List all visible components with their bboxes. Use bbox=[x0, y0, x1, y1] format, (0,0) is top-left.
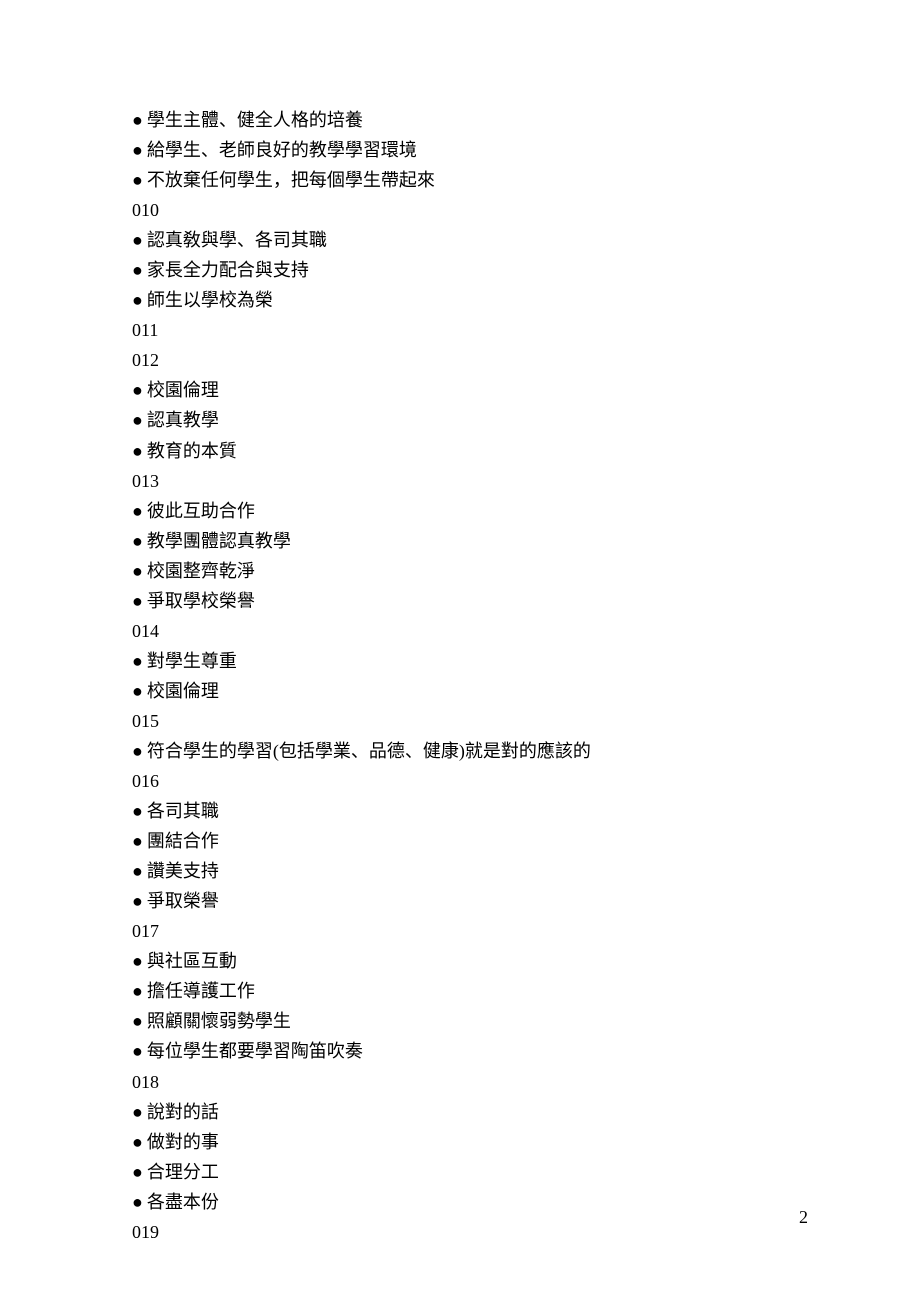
list-item-text: 彼此互助合作 bbox=[147, 501, 255, 521]
list-item-text: 各盡本份 bbox=[147, 1192, 219, 1212]
list-item: ●師生以學校為榮 bbox=[132, 285, 820, 315]
section-number: 013 bbox=[132, 466, 820, 496]
bullet-icon: ● bbox=[132, 496, 143, 526]
list-item-text: 爭取榮譽 bbox=[147, 891, 219, 911]
list-item-text: 每位學生都要學習陶笛吹奏 bbox=[147, 1041, 363, 1061]
list-item-text: 不放棄任何學生，把每個學生帶起來 bbox=[147, 170, 435, 190]
bullet-icon: ● bbox=[132, 255, 143, 285]
list-item-text: 認真敎與學、各司其職 bbox=[147, 230, 327, 250]
list-item: ●教育的本質 bbox=[132, 436, 820, 466]
section-number: 018 bbox=[132, 1067, 820, 1097]
list-item: ●學生主體、健全人格的培養 bbox=[132, 105, 820, 135]
bullet-icon: ● bbox=[132, 796, 143, 826]
bullet-icon: ● bbox=[132, 736, 143, 766]
section-number: 017 bbox=[132, 916, 820, 946]
section-number: 011 bbox=[132, 315, 820, 345]
list-item: ●符合學生的學習(包括學業、品德、健康)就是對的應該的 bbox=[132, 736, 820, 766]
list-item-text: 做對的事 bbox=[147, 1132, 219, 1152]
bullet-icon: ● bbox=[132, 826, 143, 856]
section-number: 015 bbox=[132, 706, 820, 736]
list-item: ●爭取榮譽 bbox=[132, 886, 820, 916]
list-item-text: 校園倫理 bbox=[147, 380, 219, 400]
section-number: 010 bbox=[132, 195, 820, 225]
bullet-icon: ● bbox=[132, 105, 143, 135]
section-number: 016 bbox=[132, 766, 820, 796]
section-number: 012 bbox=[132, 345, 820, 375]
list-item-text: 校園整齊乾淨 bbox=[147, 561, 255, 581]
list-item: ●每位學生都要學習陶笛吹奏 bbox=[132, 1036, 820, 1066]
bullet-icon: ● bbox=[132, 135, 143, 165]
list-item: ●做對的事 bbox=[132, 1127, 820, 1157]
bullet-icon: ● bbox=[132, 1036, 143, 1066]
list-item: ●各盡本份 bbox=[132, 1187, 820, 1217]
list-item-text: 讚美支持 bbox=[147, 861, 219, 881]
list-item-text: 符合學生的學習(包括學業、品德、健康)就是對的應該的 bbox=[147, 741, 591, 761]
bullet-icon: ● bbox=[132, 586, 143, 616]
list-item: ●對學生尊重 bbox=[132, 646, 820, 676]
bullet-icon: ● bbox=[132, 405, 143, 435]
list-item: ●認真敎與學、各司其職 bbox=[132, 225, 820, 255]
bullet-icon: ● bbox=[132, 886, 143, 916]
list-item: ●校園倫理 bbox=[132, 676, 820, 706]
bullet-icon: ● bbox=[132, 946, 143, 976]
list-item: ●說對的話 bbox=[132, 1097, 820, 1127]
list-item: ●與社區互動 bbox=[132, 946, 820, 976]
list-item-text: 與社區互動 bbox=[147, 951, 237, 971]
list-item: ●讚美支持 bbox=[132, 856, 820, 886]
bullet-icon: ● bbox=[132, 1006, 143, 1036]
page-content: ●學生主體、健全人格的培養●給學生、老師良好的教學學習環境●不放棄任何學生，把每… bbox=[0, 0, 920, 1247]
bullet-icon: ● bbox=[132, 1157, 143, 1187]
list-item-text: 給學生、老師良好的教學學習環境 bbox=[147, 140, 417, 160]
list-item: ●認真教學 bbox=[132, 405, 820, 435]
list-item: ●給學生、老師良好的教學學習環境 bbox=[132, 135, 820, 165]
bullet-icon: ● bbox=[132, 165, 143, 195]
list-item: ●教學團體認真教學 bbox=[132, 526, 820, 556]
bullet-icon: ● bbox=[132, 856, 143, 886]
list-item: ●擔任導護工作 bbox=[132, 976, 820, 1006]
section-number: 019 bbox=[132, 1217, 820, 1247]
bullet-icon: ● bbox=[132, 676, 143, 706]
list-item-text: 團結合作 bbox=[147, 831, 219, 851]
bullet-icon: ● bbox=[132, 646, 143, 676]
list-item: ●不放棄任何學生，把每個學生帶起來 bbox=[132, 165, 820, 195]
section-number: 014 bbox=[132, 616, 820, 646]
list-item: ●校園倫理 bbox=[132, 375, 820, 405]
bullet-icon: ● bbox=[132, 556, 143, 586]
bullet-icon: ● bbox=[132, 1187, 143, 1217]
list-item-text: 各司其職 bbox=[147, 801, 219, 821]
bullet-icon: ● bbox=[132, 285, 143, 315]
list-item-text: 爭取學校榮譽 bbox=[147, 591, 255, 611]
bullet-icon: ● bbox=[132, 375, 143, 405]
list-item-text: 師生以學校為榮 bbox=[147, 290, 273, 310]
bullet-icon: ● bbox=[132, 526, 143, 556]
list-item-text: 合理分工 bbox=[147, 1162, 219, 1182]
list-item: ●爭取學校榮譽 bbox=[132, 586, 820, 616]
list-item-text: 照顧關懷弱勢學生 bbox=[147, 1011, 291, 1031]
list-item: ●各司其職 bbox=[132, 796, 820, 826]
list-item-text: 校園倫理 bbox=[147, 681, 219, 701]
list-item: ●彼此互助合作 bbox=[132, 496, 820, 526]
list-item-text: 說對的話 bbox=[147, 1102, 219, 1122]
list-item-text: 擔任導護工作 bbox=[147, 981, 255, 1001]
list-item-text: 家長全力配合與支持 bbox=[147, 260, 309, 280]
list-item-text: 對學生尊重 bbox=[147, 651, 237, 671]
list-item-text: 學生主體、健全人格的培養 bbox=[147, 110, 363, 130]
list-item: ●校園整齊乾淨 bbox=[132, 556, 820, 586]
list-item-text: 認真教學 bbox=[147, 410, 219, 430]
bullet-icon: ● bbox=[132, 1127, 143, 1157]
bullet-icon: ● bbox=[132, 225, 143, 255]
bullet-icon: ● bbox=[132, 1097, 143, 1127]
list-item: ●照顧關懷弱勢學生 bbox=[132, 1006, 820, 1036]
list-item-text: 教育的本質 bbox=[147, 441, 237, 461]
list-item: ●團結合作 bbox=[132, 826, 820, 856]
page-number: 2 bbox=[799, 1202, 808, 1232]
bullet-icon: ● bbox=[132, 976, 143, 1006]
list-item: ●合理分工 bbox=[132, 1157, 820, 1187]
bullet-icon: ● bbox=[132, 436, 143, 466]
list-item-text: 教學團體認真教學 bbox=[147, 531, 291, 551]
list-item: ●家長全力配合與支持 bbox=[132, 255, 820, 285]
